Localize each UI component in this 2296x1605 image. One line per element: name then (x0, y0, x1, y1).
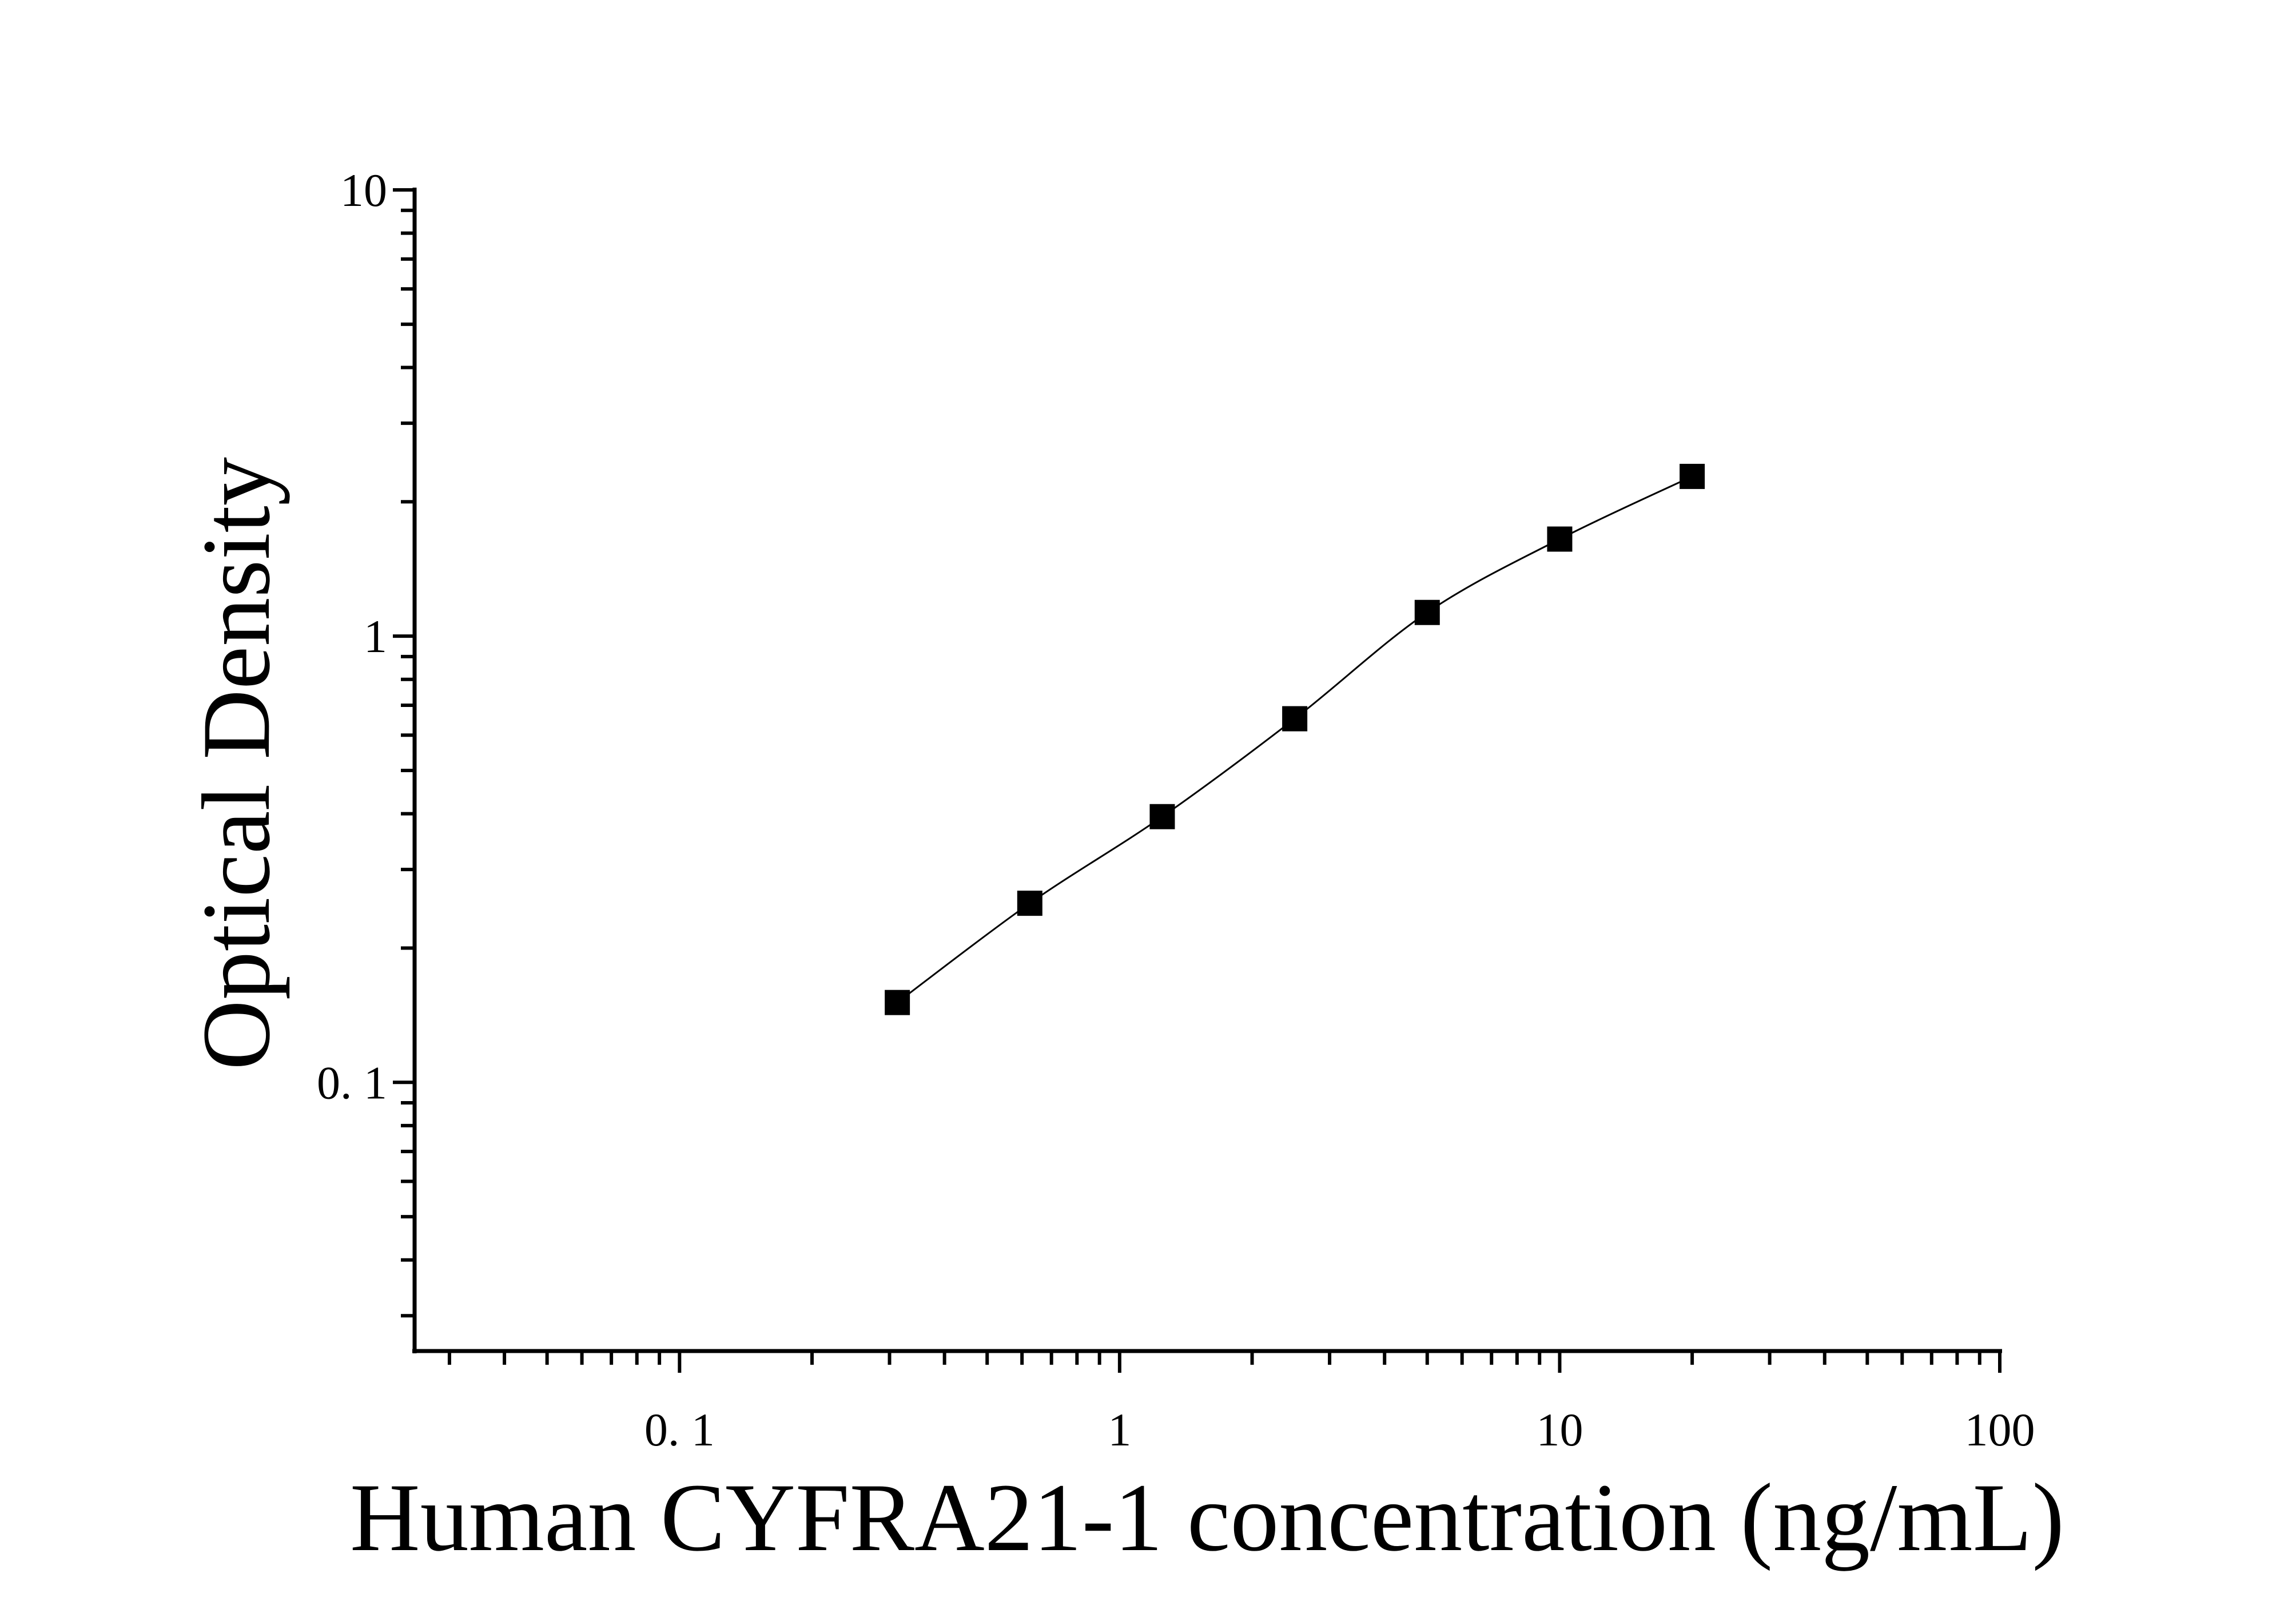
data-point (1149, 804, 1175, 829)
x-tick-label: 10 (1536, 1404, 1583, 1456)
data-point (1414, 599, 1440, 625)
y-tick-label: 10 (340, 164, 387, 216)
data-point (1282, 706, 1308, 732)
x-tick-label: 0. 1 (644, 1404, 715, 1456)
x-tick-label: 1 (1108, 1404, 1131, 1456)
data-point (1680, 463, 1705, 489)
x-tick-label: 100 (1965, 1404, 2035, 1456)
fit-curve (897, 475, 1693, 1003)
data-point (885, 990, 910, 1015)
data-points (885, 463, 1705, 1015)
data-point (1547, 526, 1573, 552)
data-point (1017, 891, 1042, 916)
axes: 0. 1 1 10 100 0. 1 1 10 (317, 164, 2035, 1456)
y-tick-label: 1 (364, 610, 387, 662)
x-axis-label: Human CYFRA21-1 concentration (ng/mL) (350, 1464, 2064, 1571)
y-axis-label: Optical Density (182, 457, 290, 1070)
y-tick-label: 0. 1 (317, 1056, 387, 1109)
